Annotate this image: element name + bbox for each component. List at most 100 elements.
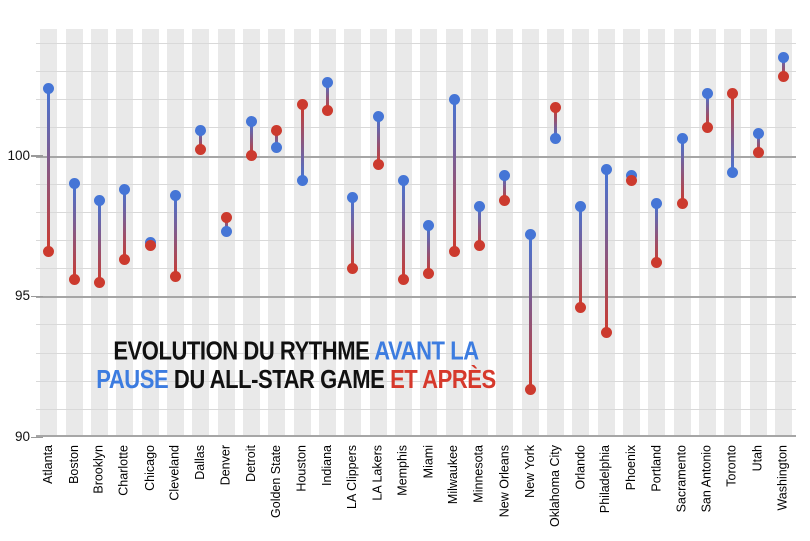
before-dot	[524, 228, 536, 240]
after-dot	[701, 121, 713, 133]
after-dot	[93, 276, 105, 288]
team-label: Boston	[66, 445, 81, 484]
before-dot	[169, 189, 181, 201]
after-dot	[752, 147, 764, 159]
dumbbell-connector	[199, 130, 203, 150]
team-label: Dallas	[193, 445, 208, 480]
before-dot	[448, 93, 460, 105]
y-tick-label: 100	[7, 147, 30, 163]
y-tick-mark	[31, 155, 43, 157]
team-label: Memphis	[395, 445, 410, 496]
team-label: Sacramento	[674, 445, 689, 513]
team-label: Brooklyn	[91, 445, 106, 494]
gridline-minor	[36, 99, 796, 101]
before-dot	[93, 195, 105, 207]
title-text-black-2: DU ALL-STAR GAME	[173, 365, 385, 395]
after-dot	[144, 240, 156, 252]
before-dot	[727, 167, 739, 178]
dumbbell-connector	[173, 195, 177, 277]
before-dot	[43, 82, 55, 94]
gridline-minor	[36, 324, 796, 326]
column-band	[749, 29, 767, 437]
dumbbell-connector	[604, 169, 608, 333]
before-dot	[321, 76, 333, 88]
team-label: LA Lakers	[370, 445, 385, 501]
chart-title: EVOLUTION DU RYTHME AVANT LA PAUSE DU AL…	[85, 337, 507, 394]
team-label: Miami	[421, 445, 436, 479]
after-dot	[43, 245, 55, 257]
team-label: Atlanta	[41, 445, 56, 484]
dumbbell-connector	[427, 225, 431, 274]
team-label: LA Clippers	[345, 445, 360, 509]
column-band	[242, 29, 260, 437]
dumbbell-connector	[351, 197, 355, 269]
team-label: Orlando	[573, 445, 588, 490]
team-label: Charlotte	[117, 445, 132, 496]
team-label: Detroit	[243, 445, 258, 482]
dumbbell-connector	[300, 104, 304, 181]
gridline-minor	[36, 71, 796, 73]
team-label: Utah	[750, 445, 765, 472]
after-dot	[372, 158, 384, 170]
title-line-2: PAUSE DU ALL-STAR GAME ET APRÈS	[85, 366, 507, 395]
column-band	[496, 29, 514, 437]
team-label: Cleveland	[167, 445, 182, 501]
dumbbell-connector	[680, 138, 684, 204]
dumbbell-connector	[731, 93, 735, 173]
title-text-blue-2: PAUSE	[96, 365, 169, 395]
gridline-minor	[36, 268, 796, 270]
team-label: Portland	[649, 445, 664, 492]
after-dot	[271, 124, 283, 136]
before-dot	[397, 175, 409, 187]
team-label: Phoenix	[623, 445, 638, 491]
team-label: Oklahoma City	[547, 445, 562, 527]
dumbbell-connector	[655, 203, 659, 263]
before-dot	[245, 116, 257, 128]
dumbbell-connector	[756, 133, 760, 153]
gridline-major	[36, 296, 796, 299]
after-dot	[575, 302, 587, 314]
dumbbell-connector	[325, 82, 329, 111]
before-dot	[600, 164, 612, 176]
title-line-1: EVOLUTION DU RYTHME AVANT LA	[85, 337, 507, 366]
before-dot	[68, 178, 80, 190]
column-band	[318, 29, 336, 437]
team-label: Philadelphia	[598, 445, 613, 514]
gridline-minor	[36, 240, 796, 242]
team-label: Chicago	[142, 445, 157, 491]
after-dot	[448, 245, 460, 257]
team-label: Houston	[294, 445, 309, 492]
after-dot	[549, 102, 561, 114]
gridline-minor	[36, 352, 796, 354]
gridline-minor	[36, 408, 796, 410]
column-band	[369, 29, 387, 437]
y-tick-label: 90	[14, 429, 30, 444]
dumbbell-connector	[97, 200, 101, 283]
y-tick-mark	[31, 436, 43, 438]
dumbbell-connector	[123, 189, 127, 260]
after-dot	[245, 150, 257, 162]
dumbbell-connector	[376, 116, 380, 165]
after-dot	[397, 273, 409, 285]
after-dot	[296, 99, 308, 111]
dumbbell-connector	[401, 180, 405, 280]
before-dot	[423, 220, 435, 232]
before-dot	[701, 88, 713, 100]
before-dot	[752, 127, 764, 139]
before-dot	[119, 183, 131, 195]
dumbbell-connector	[705, 93, 709, 128]
y-tick-mark	[31, 295, 43, 298]
team-label: Denver	[218, 445, 233, 486]
before-dot	[676, 133, 688, 145]
after-dot	[347, 262, 359, 274]
before-dot	[271, 141, 283, 153]
dumbbell-connector	[249, 121, 253, 156]
team-label: Milwaukee	[446, 445, 461, 505]
dumbbell-connector	[477, 206, 481, 246]
column-band	[293, 29, 311, 437]
team-label: Indiana	[319, 445, 334, 487]
before-dot	[575, 200, 587, 212]
after-dot	[68, 273, 80, 285]
after-dot	[524, 383, 536, 395]
after-dot	[195, 144, 207, 156]
